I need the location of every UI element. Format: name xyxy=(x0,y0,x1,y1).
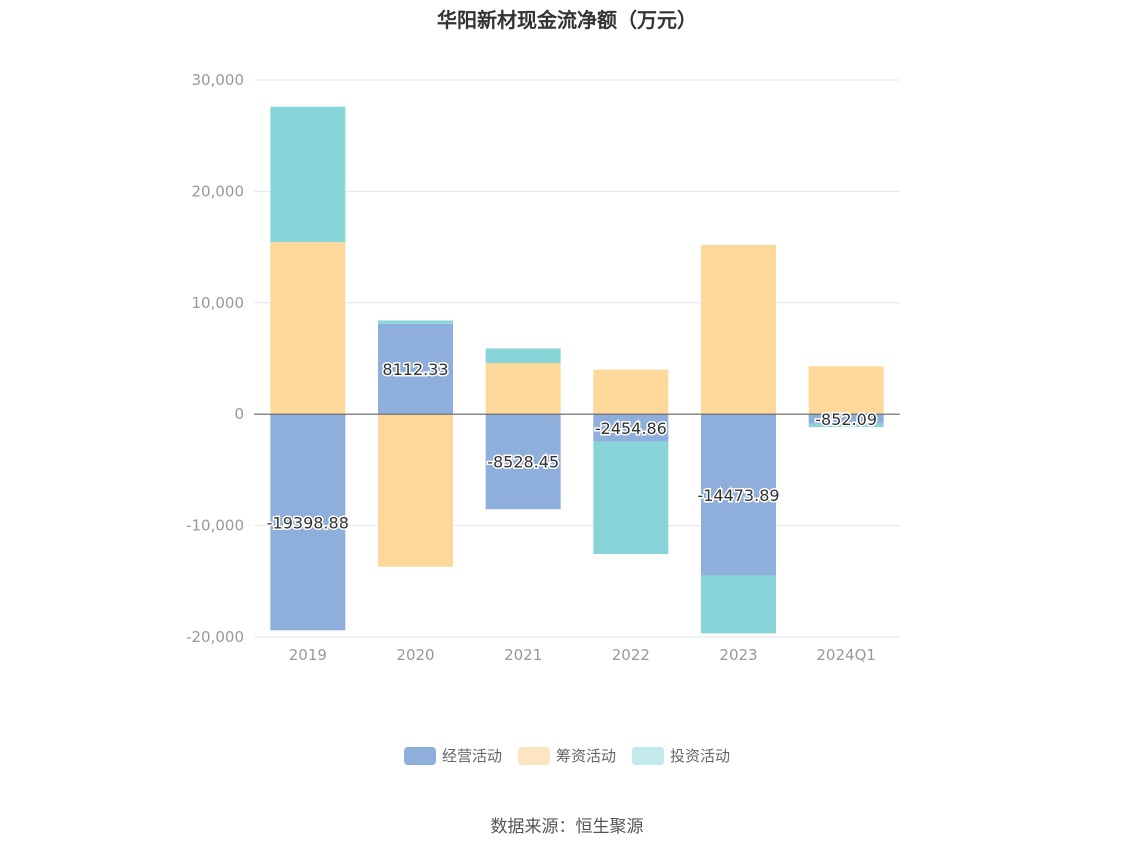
data-label-operating: 8112.33 xyxy=(382,360,448,379)
x-tick-label: 2022 xyxy=(612,646,650,664)
chart-title: 华阳新材现金流净额（万元） xyxy=(437,8,697,32)
legend: 经营活动 筹资活动 投资活动 xyxy=(0,745,1134,766)
bar-investing-2022 xyxy=(593,441,669,555)
y-tick-label: 0 xyxy=(234,405,244,423)
data-label-operating: -14473.89 xyxy=(697,486,779,505)
y-tick-label: -10,000 xyxy=(186,517,244,535)
legend-item-operating[interactable]: 经营活动 xyxy=(403,745,502,766)
bar-operating-2023 xyxy=(701,414,776,576)
y-tick-label: 30,000 xyxy=(192,71,245,89)
bar-operating-2019 xyxy=(270,414,346,631)
data-label-operating: -2454.86 xyxy=(595,419,667,438)
bar-investing-2024Q1 xyxy=(808,423,884,428)
legend-item-investing[interactable]: 投资活动 xyxy=(632,745,730,766)
x-tick-label: 2024Q1 xyxy=(816,646,876,664)
legend-label-operating: 经营活动 xyxy=(441,747,502,765)
data-label-operating: -19398.88 xyxy=(267,513,349,532)
x-tick-label: 2021 xyxy=(504,646,542,664)
bar-financing-2020 xyxy=(378,414,453,567)
data-source: 数据来源：恒生聚源 xyxy=(490,817,644,837)
legend-swatch-investing xyxy=(632,746,664,765)
bar-investing-2020 xyxy=(378,320,453,324)
data-label-operating: -8528.45 xyxy=(487,453,559,472)
bar-investing-2023 xyxy=(701,575,776,634)
bar-investing-2019 xyxy=(270,106,346,243)
legend-swatch-financing xyxy=(517,746,550,765)
bar-operating-2021 xyxy=(485,414,561,510)
bar-investing-2021 xyxy=(485,348,561,363)
stacked-bar-chart: 30,000 20,000 10,000 0 -10,000 -20,000 -19398.… xyxy=(186,71,900,664)
bar-operating-2024Q1 xyxy=(808,414,884,424)
bar-financing-2019 xyxy=(270,242,346,415)
x-tick-label: 2019 xyxy=(289,646,327,664)
legend-label-financing: 筹资活动 xyxy=(555,747,616,765)
x-tick-label: 2020 xyxy=(396,646,434,664)
y-tick-label: -20,000 xyxy=(186,628,244,646)
legend-swatch-operating xyxy=(403,746,436,765)
bar-financing-2022 xyxy=(593,369,669,415)
bar-operating-2020 xyxy=(378,323,453,415)
y-tick-label: 20,000 xyxy=(192,182,245,200)
bar-financing-2023 xyxy=(701,244,776,415)
bar-financing-2024Q1 xyxy=(808,366,884,415)
y-tick-label: 10,000 xyxy=(192,294,245,312)
legend-label-investing: 投资活动 xyxy=(670,747,731,765)
bar-financing-2021 xyxy=(485,362,561,415)
x-tick-label: 2023 xyxy=(719,646,757,664)
bar-operating-2022 xyxy=(593,414,669,442)
legend-item-financing[interactable]: 筹资活动 xyxy=(517,745,616,766)
data-label-operating: -852.09 xyxy=(815,410,877,429)
